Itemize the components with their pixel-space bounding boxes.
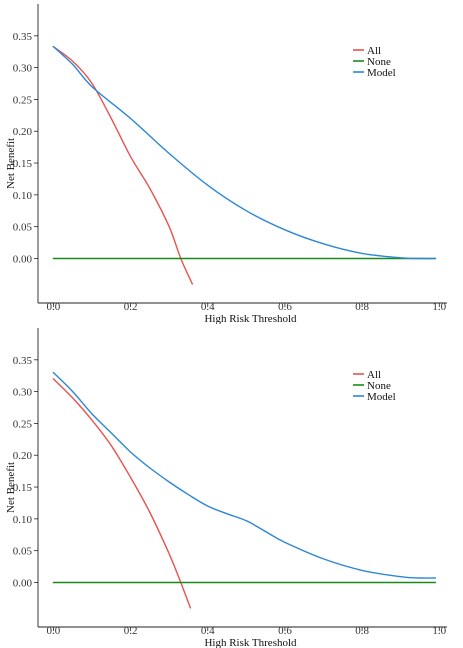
chart2-y-tick-label: 0.35	[13, 355, 33, 367]
chart1-legend-label-model: Model	[367, 67, 396, 79]
decision-curve-chart-bottom: 0.00 0.05 0.10 0.15 0.20 0.25 0.30 0.35 0.0 0.2 0.…	[5, 328, 447, 648]
chart1-x-tick-label: 0.0	[47, 301, 61, 313]
chart1-y-tick-label: 0.30	[13, 63, 33, 75]
decision-curve-chart-top: 0.00 0.05 0.10 0.15 0.20 0.25 0.30 0.35 0.0 0.2 0.…	[5, 4, 447, 324]
chart1-series-all-line	[52, 45, 193, 285]
chart2-series-all-line	[52, 378, 192, 609]
chart2-x-tick-label: 0.0	[47, 625, 61, 637]
chart2-y-tick-label: 0.05	[13, 546, 33, 558]
chart1-series-model-line	[52, 45, 437, 260]
chart1-legend-label-none: None	[367, 56, 391, 68]
chart2-y-tick-label: 0.20	[13, 450, 33, 462]
chart-panel-top: 0.00 0.05 0.10 0.15 0.20 0.25 0.30 0.35 0.0 0.2 0.…	[5, 4, 447, 324]
chart2-legend-label-all: All	[367, 369, 381, 381]
chart2-y-tick-label: 0.00	[13, 577, 33, 589]
chart1-y-tick-label: 0.00	[13, 253, 33, 265]
chart2-series-model-line	[52, 371, 437, 579]
chart1-legend-label-all: All	[367, 45, 381, 57]
chart2-y-tick-label: 0.15	[13, 482, 33, 494]
chart1-y-tick-label: 0.20	[13, 126, 33, 138]
chart1-y-tick-label: 0.25	[13, 94, 33, 106]
chart2-x-axis-title: High Risk Threshold	[204, 637, 297, 648]
chart1-x-tick-label: 0.4	[201, 301, 215, 313]
chart2-x-tick-label: 0.8	[355, 625, 369, 637]
chart2-x-tick-label: 0.6	[278, 625, 292, 637]
chart1-y-tick-label: 0.10	[13, 190, 33, 202]
chart2-x-tick-label: 0.2	[124, 625, 138, 637]
chart1-y-tick-label: 0.35	[13, 31, 33, 43]
chart1-y-tick-label: 0.15	[13, 158, 33, 170]
chart1-x-axis-title: High Risk Threshold	[204, 313, 297, 324]
chart1-x-tick-label: 0.2	[124, 301, 138, 313]
chart2-x-tick-label: 1.0	[432, 625, 446, 637]
chart2-legend-label-model: Model	[367, 391, 396, 403]
chart1-y-axis-title: Net Benefit	[5, 138, 17, 189]
chart1-x-tick-label: 1.0	[432, 301, 446, 313]
chart2-x-tick-label: 0.4	[201, 625, 215, 637]
chart2-legend-label-none: None	[367, 380, 391, 392]
chart2-y-tick-label: 0.25	[13, 418, 33, 430]
chart2-y-tick-label: 0.30	[13, 387, 33, 399]
chart1-y-tick-label: 0.05	[13, 222, 33, 234]
chart1-x-tick-label: 0.8	[355, 301, 369, 313]
chart1-x-tick-label: 0.6	[278, 301, 292, 313]
chart-panel-bottom: 0.00 0.05 0.10 0.15 0.20 0.25 0.30 0.35 0.0 0.2 0.…	[0, 324, 463, 648]
chart2-y-tick-label: 0.10	[13, 514, 33, 526]
chart2-y-axis-title: Net Benefit	[5, 462, 17, 513]
